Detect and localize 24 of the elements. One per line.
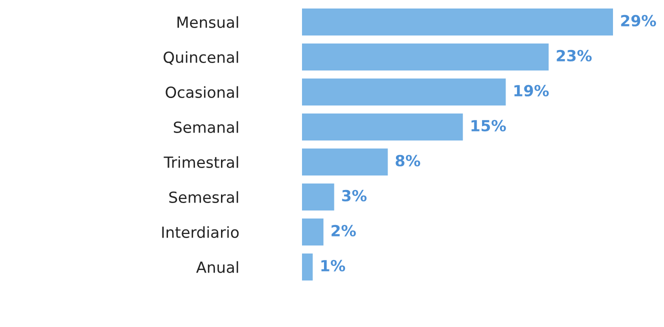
y-tick-label: Anual	[196, 261, 238, 274]
y-tick-label: Ocasional	[166, 86, 238, 98]
data-label: 19%	[514, 84, 549, 96]
bar	[302, 78, 506, 106]
bar	[302, 254, 313, 280]
y-tick-label: Trimestral	[164, 156, 238, 168]
y-tick-label: Mensual	[177, 16, 238, 28]
bar	[302, 218, 324, 246]
bar	[302, 184, 334, 210]
y-tick-label: Quincenal	[164, 51, 238, 65]
data-label: 3%	[342, 190, 367, 202]
data-label: 15%	[472, 120, 506, 132]
data-label: 23%	[556, 50, 592, 62]
bar	[302, 114, 463, 140]
bar	[302, 148, 388, 176]
y-tick-label: Semanal	[174, 121, 238, 134]
y-tick-label: Semesral	[169, 191, 238, 204]
bar	[302, 8, 613, 36]
data-label: 2%	[332, 224, 356, 236]
data-label: 8%	[396, 154, 420, 166]
bar	[302, 44, 549, 70]
data-label: 29%	[621, 14, 656, 26]
y-tick-label: Interdiario	[162, 226, 239, 238]
data-label: 1%	[321, 260, 346, 272]
